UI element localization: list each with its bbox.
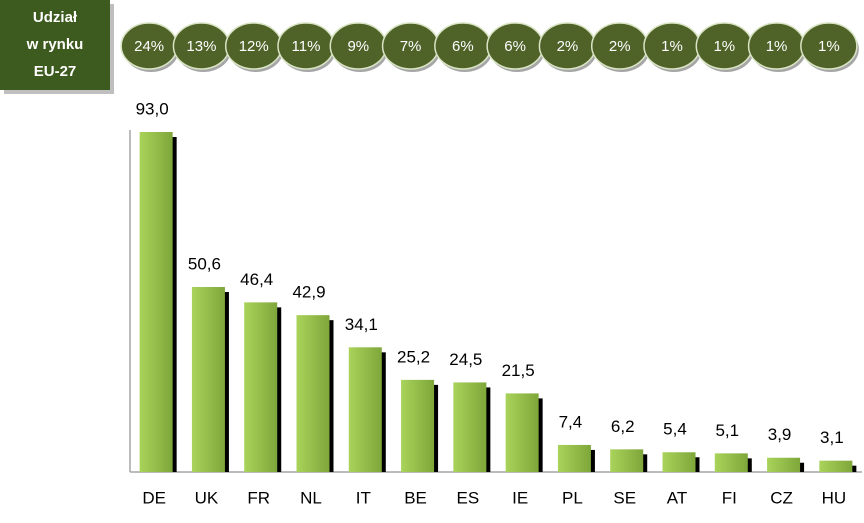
share-label: 1% <box>818 38 840 55</box>
bar <box>767 457 801 472</box>
share-label: 9% <box>347 38 369 55</box>
share-label: 1% <box>713 38 735 55</box>
x-tick-label: AT <box>667 488 687 507</box>
bar <box>610 449 644 472</box>
share-label: 13% <box>186 38 216 55</box>
header-label: Udział <box>33 9 78 26</box>
share-label: 2% <box>557 38 579 55</box>
bar <box>662 452 696 472</box>
value-label: 25,2 <box>397 347 430 366</box>
x-tick-label: ES <box>457 488 480 507</box>
bar <box>191 287 225 472</box>
x-tick-label: BE <box>404 488 427 507</box>
value-label: 50,6 <box>188 254 221 273</box>
bar <box>453 382 487 472</box>
share-label: 2% <box>609 38 631 55</box>
bar <box>819 460 853 472</box>
bar <box>296 315 330 472</box>
value-label: 7,4 <box>559 412 583 431</box>
x-tick-label: IE <box>512 488 528 507</box>
share-label: 1% <box>661 38 683 55</box>
bar <box>714 453 748 472</box>
share-label: 12% <box>239 38 269 55</box>
value-label: 5,1 <box>715 421 739 440</box>
x-tick-label: UK <box>195 488 219 507</box>
share-label: 6% <box>504 38 526 55</box>
bar <box>505 393 539 472</box>
value-label: 46,4 <box>240 270 273 289</box>
header-box <box>0 0 110 90</box>
header-label: w rynku <box>26 36 84 53</box>
bar <box>557 444 591 472</box>
x-tick-label: FI <box>722 488 737 507</box>
x-tick-label: NL <box>300 488 322 507</box>
value-label: 3,1 <box>820 428 844 447</box>
x-tick-label: PL <box>562 488 583 507</box>
share-label: 1% <box>766 38 788 55</box>
share-badge <box>800 22 858 70</box>
value-label: 5,4 <box>663 420 687 439</box>
x-tick-label: FR <box>247 488 270 507</box>
share-label: 11% <box>292 38 321 55</box>
share-label: 7% <box>400 38 422 55</box>
value-label: 93,0 <box>136 99 169 118</box>
x-tick-label: HU <box>822 488 847 507</box>
x-tick-label: CZ <box>770 488 793 507</box>
bar <box>348 347 382 472</box>
x-tick-label: IT <box>356 488 371 507</box>
x-tick-label: DE <box>142 488 166 507</box>
header-label: EU-27 <box>34 63 77 80</box>
x-tick-label: SE <box>613 488 636 507</box>
share-label: 24% <box>134 38 164 55</box>
value-label: 34,1 <box>345 315 378 334</box>
bar <box>244 302 278 472</box>
value-label: 24,5 <box>449 350 482 369</box>
value-label: 6,2 <box>611 417 635 436</box>
bar <box>401 379 435 472</box>
value-label: 21,5 <box>502 361 535 380</box>
share-label: 6% <box>452 38 474 55</box>
value-label: 3,9 <box>768 425 792 444</box>
bar <box>139 132 173 472</box>
value-label: 42,9 <box>292 283 325 302</box>
